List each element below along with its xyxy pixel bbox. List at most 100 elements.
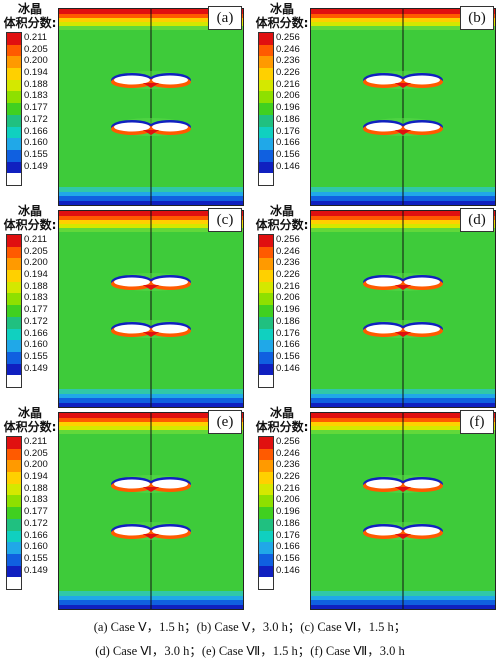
scale-label: 0.194 (24, 471, 48, 483)
scale-label: 0.177 (24, 304, 48, 316)
color-swatch (259, 351, 273, 364)
color-scale (258, 234, 274, 388)
color-swatch (7, 542, 21, 554)
legend-title: 冰晶 体积分数: (2, 2, 58, 30)
scale-label: 0.188 (24, 78, 48, 90)
scale-label: 0.183 (24, 292, 48, 304)
legend-title-line2: 体积分数: (255, 420, 309, 434)
impeller-blade (366, 75, 402, 85)
scale-label: 0.226 (276, 269, 300, 281)
panel-label: (d) (460, 208, 494, 232)
color-swatch (7, 328, 21, 341)
color-swatch (7, 363, 21, 376)
scale-label: 0.186 (276, 517, 300, 529)
color-swatch (259, 114, 273, 127)
impeller-blade (152, 479, 188, 489)
scale-label: 0.216 (276, 78, 300, 90)
scale-label: 0.188 (24, 482, 48, 494)
color-swatch (259, 56, 273, 69)
contour-panel: 冰晶 体积分数: 0.211 0.205 0.200 0.194 0.188 0.183 0.1… (0, 204, 248, 408)
color-swatch (7, 44, 21, 57)
contour-svg (59, 9, 243, 205)
color-swatch (7, 281, 21, 294)
hub-high-zone (395, 487, 411, 492)
color-swatch (259, 542, 273, 554)
scale-label: 0.166 (24, 327, 48, 339)
color-swatch (7, 472, 21, 484)
scale-label: 0.246 (276, 245, 300, 257)
legend-title: 冰晶 体积分数: (254, 204, 310, 232)
panel-label: (f) (460, 410, 494, 434)
color-swatch (259, 565, 273, 578)
scale-label: 0.155 (24, 148, 48, 160)
color-scale (6, 234, 22, 388)
color-swatch (7, 126, 21, 139)
contour-field (310, 210, 496, 408)
color-swatch (7, 68, 21, 80)
scale-label: 0.166 (24, 529, 48, 541)
scale-label: 0.211 (24, 32, 48, 43)
color-swatch (259, 281, 273, 294)
color-swatch (259, 44, 273, 57)
color-swatch (7, 103, 21, 115)
scale-label: 0.256 (276, 234, 300, 245)
scale-label: 0.149 (24, 160, 48, 172)
color-swatch (259, 258, 273, 271)
scale-labels: 0.211 0.205 0.200 0.194 0.188 0.183 0.177 0.172… (24, 436, 58, 588)
color-swatch (7, 79, 21, 92)
scale-label: 0.149 (24, 564, 48, 576)
contour-svg (311, 211, 495, 407)
color-swatch (7, 518, 21, 531)
color-scale (258, 436, 274, 590)
scale-label: 0.186 (276, 315, 300, 327)
scale-label: 0.211 (24, 436, 48, 447)
color-swatch (7, 448, 21, 461)
color-scale (6, 32, 22, 186)
panel-label: (b) (460, 6, 494, 30)
panel-label: (a) (208, 6, 242, 30)
scale-label: 0.155 (24, 350, 48, 362)
caption-line-2: (d) Case Ⅵ，3.0 h；(e) Case Ⅶ，1.5 h；(f) Ca… (95, 644, 405, 658)
scale-labels: 0.211 0.205 0.200 0.194 0.188 0.183 0.177 0.172… (24, 32, 58, 184)
scale-label: 0.216 (276, 280, 300, 292)
color-swatch (259, 363, 273, 376)
color-swatch (7, 56, 21, 69)
scale-label: 0.172 (24, 113, 48, 125)
hub-high-zone (143, 130, 159, 135)
impeller-blade (366, 324, 402, 334)
impeller-blade (366, 526, 402, 536)
scale-label: 0.149 (24, 362, 48, 374)
color-swatch (259, 149, 273, 162)
legend-title: 冰晶 体积分数: (254, 2, 310, 30)
color-swatch (259, 235, 273, 247)
impeller-blade (152, 277, 188, 287)
impeller-blade (366, 277, 402, 287)
scale-label: 0.236 (276, 55, 300, 67)
legend-title-line1: 冰晶 (269, 2, 294, 16)
scale-label: 0.205 (24, 43, 48, 55)
impeller-blade (114, 479, 150, 489)
scale-label: 0.156 (276, 148, 300, 160)
color-swatch (259, 103, 273, 115)
legend-title: 冰晶 体积分数: (2, 204, 58, 232)
impeller-blade (114, 122, 150, 132)
color-swatch (259, 448, 273, 461)
color-swatch (7, 483, 21, 496)
color-swatch (259, 518, 273, 531)
color-swatch (7, 565, 21, 578)
color-swatch (259, 91, 273, 104)
scale-label: 0.166 (276, 137, 300, 149)
color-swatch (7, 495, 21, 508)
color-swatch (7, 270, 21, 282)
color-swatch (7, 316, 21, 329)
hub-high-zone (143, 332, 159, 337)
color-swatch (259, 270, 273, 282)
hub-high-zone (395, 332, 411, 337)
color-swatch (7, 293, 21, 306)
color-swatch (7, 246, 21, 259)
scale-label: 0.206 (276, 292, 300, 304)
contour-panel: 冰晶 体积分数: 0.211 0.205 0.200 0.194 0.188 0.183 0.1… (0, 406, 248, 610)
scale-label: 0.194 (24, 67, 48, 79)
scale-label: 0.206 (276, 494, 300, 506)
legend-title-line2: 体积分数: (3, 420, 57, 434)
